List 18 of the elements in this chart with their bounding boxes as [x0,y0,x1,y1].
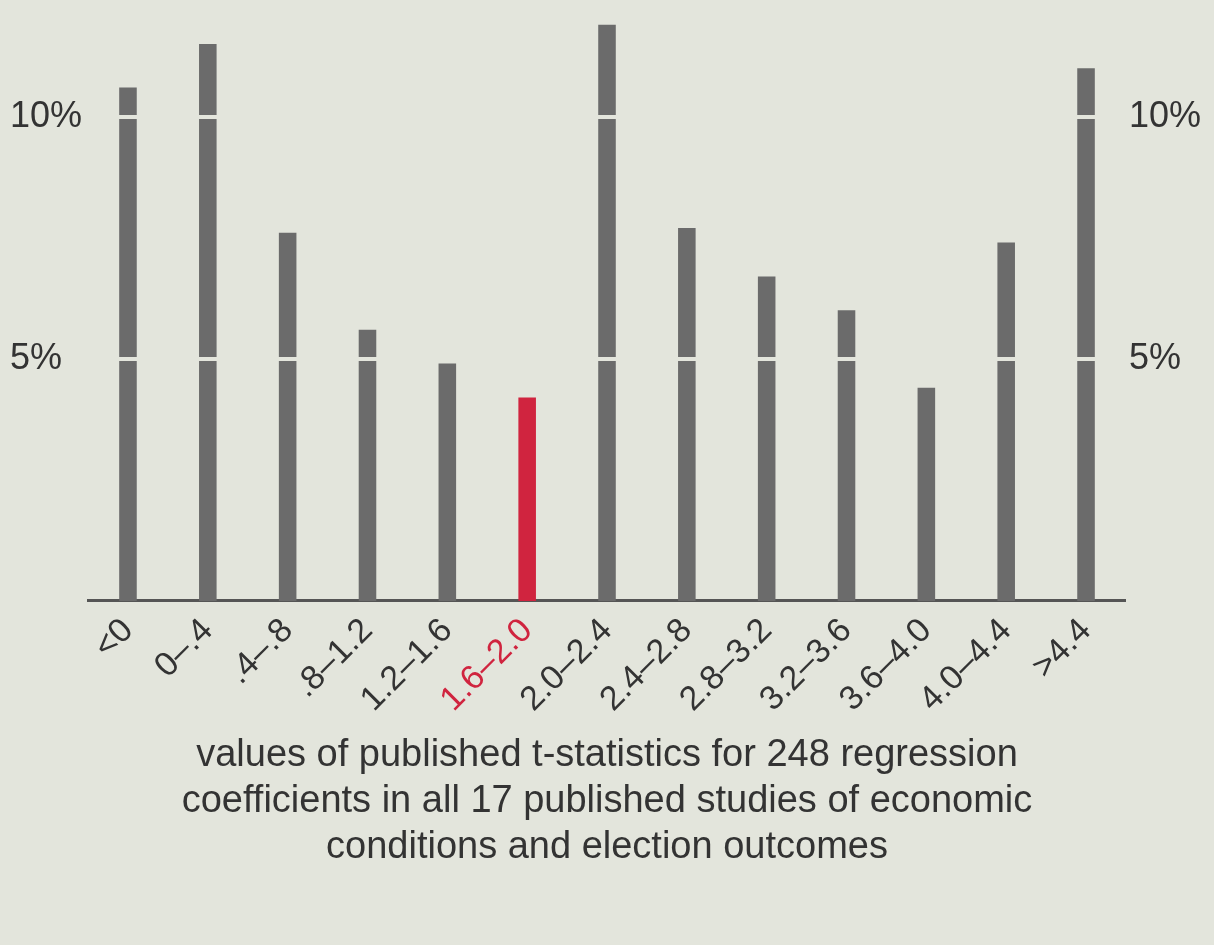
y2-tick-label: 5% [1128,335,1181,377]
bar [598,24,616,601]
bar [438,363,457,601]
bar [757,276,776,601]
bar [119,87,137,601]
bar [518,397,536,601]
bar [1077,68,1095,601]
x-tick-label: 0–.4 [145,610,220,684]
bar [358,329,377,601]
y2-tick-label: 10% [1128,93,1202,135]
bar [199,43,217,601]
bar [278,232,297,601]
bar [917,387,936,601]
bar [997,242,1015,601]
x-axis-title: values of published t-statistics for 248 regression coefficients in all 17 published studies of economic conditions and election outcomes [180,731,1034,868]
bar [678,228,696,601]
bar [837,310,856,601]
x-tick-label: <0 [85,610,140,665]
